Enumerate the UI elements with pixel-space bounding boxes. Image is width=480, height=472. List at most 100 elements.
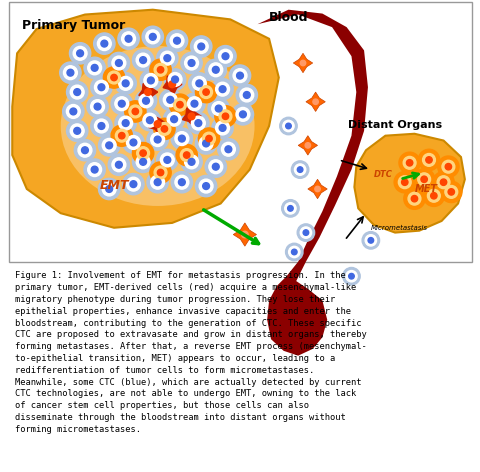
Circle shape xyxy=(164,69,185,90)
Circle shape xyxy=(302,230,308,236)
Circle shape xyxy=(132,50,154,71)
Circle shape xyxy=(130,181,136,187)
Text: Figure 1: Involvement of EMT for metastasis progression. In the primary tumor, E: Figure 1: Involvement of EMT for metasta… xyxy=(0,471,1,472)
Circle shape xyxy=(91,115,112,137)
Circle shape xyxy=(229,65,250,86)
Circle shape xyxy=(118,100,125,107)
Circle shape xyxy=(84,159,105,180)
Circle shape xyxy=(422,185,444,206)
Circle shape xyxy=(202,183,209,189)
Circle shape xyxy=(103,67,124,88)
Circle shape xyxy=(199,179,213,193)
Circle shape xyxy=(183,93,204,114)
Circle shape xyxy=(204,59,226,80)
Circle shape xyxy=(430,193,436,199)
Text: Figure 1: Involvement of EMT for metastasis progression. In the
primary tumor, E: Figure 1: Involvement of EMT for metasta… xyxy=(15,271,366,434)
Circle shape xyxy=(304,143,310,148)
Circle shape xyxy=(132,143,154,164)
Circle shape xyxy=(208,98,229,119)
Circle shape xyxy=(291,249,297,255)
Circle shape xyxy=(142,26,163,48)
Circle shape xyxy=(187,112,209,134)
Circle shape xyxy=(432,171,453,193)
Circle shape xyxy=(444,185,457,198)
Circle shape xyxy=(188,59,194,67)
Circle shape xyxy=(160,153,174,167)
Circle shape xyxy=(66,120,88,142)
Text: Primary Tumor: Primary Tumor xyxy=(22,19,125,32)
Circle shape xyxy=(139,94,153,108)
Circle shape xyxy=(420,176,426,183)
Circle shape xyxy=(202,140,209,147)
Circle shape xyxy=(66,104,80,118)
Circle shape xyxy=(410,195,417,202)
Circle shape xyxy=(215,46,236,67)
Circle shape xyxy=(173,37,180,44)
Circle shape xyxy=(348,273,354,279)
Circle shape xyxy=(236,84,257,106)
Circle shape xyxy=(437,156,458,177)
Circle shape xyxy=(297,224,314,241)
Circle shape xyxy=(202,132,215,145)
Circle shape xyxy=(294,164,305,175)
Circle shape xyxy=(203,89,209,95)
Circle shape xyxy=(63,66,77,80)
Circle shape xyxy=(115,59,122,67)
Circle shape xyxy=(156,48,178,69)
Circle shape xyxy=(243,92,250,98)
Circle shape xyxy=(157,67,163,73)
Circle shape xyxy=(397,176,410,189)
Circle shape xyxy=(94,103,101,110)
Circle shape xyxy=(180,151,202,172)
Text: DTC: DTC xyxy=(373,170,392,179)
Circle shape xyxy=(70,85,84,99)
Circle shape xyxy=(130,139,136,146)
Circle shape xyxy=(170,34,183,48)
Circle shape xyxy=(154,179,161,185)
Circle shape xyxy=(106,185,112,193)
Circle shape xyxy=(144,89,151,95)
Circle shape xyxy=(98,84,105,91)
Circle shape xyxy=(205,135,212,142)
Circle shape xyxy=(119,76,132,90)
Circle shape xyxy=(241,231,248,238)
Circle shape xyxy=(219,86,226,93)
Circle shape xyxy=(142,97,149,104)
Circle shape xyxy=(418,149,439,170)
Circle shape xyxy=(168,81,175,88)
Circle shape xyxy=(287,206,293,211)
Text: Micrometastasis: Micrometastasis xyxy=(370,225,427,231)
Circle shape xyxy=(178,179,185,185)
Circle shape xyxy=(285,243,302,261)
Circle shape xyxy=(164,157,170,163)
Circle shape xyxy=(160,51,174,65)
Circle shape xyxy=(129,105,142,118)
Circle shape xyxy=(150,133,164,146)
Polygon shape xyxy=(233,223,256,246)
Circle shape xyxy=(140,150,146,156)
Circle shape xyxy=(94,80,108,94)
Text: EMT: EMT xyxy=(99,179,129,192)
Circle shape xyxy=(98,123,105,129)
Circle shape xyxy=(108,71,120,84)
Circle shape xyxy=(195,80,202,87)
Circle shape xyxy=(78,143,92,157)
Circle shape xyxy=(191,116,205,130)
Circle shape xyxy=(143,113,156,127)
Circle shape xyxy=(167,96,173,103)
Circle shape xyxy=(125,35,132,42)
Circle shape xyxy=(225,146,231,152)
Circle shape xyxy=(171,128,192,149)
Circle shape xyxy=(171,76,178,83)
Circle shape xyxy=(164,55,170,61)
Circle shape xyxy=(136,147,149,160)
Text: Blood: Blood xyxy=(268,11,308,25)
Circle shape xyxy=(175,175,189,189)
Polygon shape xyxy=(307,179,326,199)
Circle shape xyxy=(222,53,228,59)
Polygon shape xyxy=(12,10,278,228)
Circle shape xyxy=(154,136,161,143)
Circle shape xyxy=(166,30,187,51)
Circle shape xyxy=(136,155,150,169)
Circle shape xyxy=(168,73,181,86)
